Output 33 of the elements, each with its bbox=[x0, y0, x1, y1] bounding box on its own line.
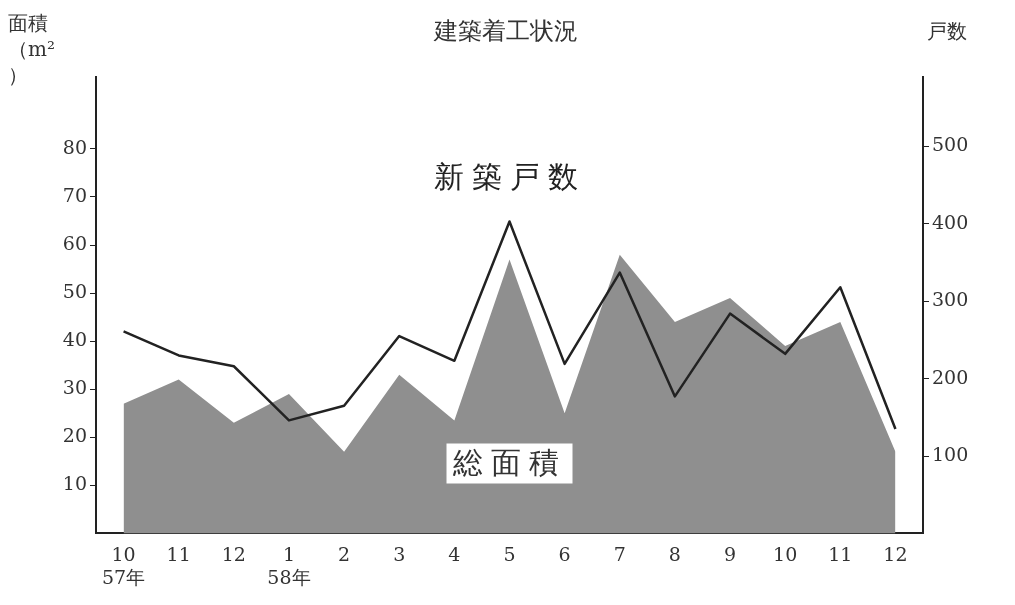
y-tick-label: 50 bbox=[62, 280, 87, 303]
y-tick-label: 70 bbox=[62, 183, 87, 206]
y2-tick-label: 400 bbox=[932, 210, 969, 233]
y-tick-label: 30 bbox=[62, 376, 87, 399]
x-tick-label: 6 bbox=[558, 542, 571, 565]
x-tick-label: 12 bbox=[221, 542, 246, 565]
x-tick-label: 4 bbox=[448, 542, 461, 565]
series-label: 新築戸数 bbox=[433, 158, 586, 194]
x-tick-label: 10 57年 bbox=[101, 542, 146, 588]
y2-tick-label: 100 bbox=[932, 442, 969, 465]
y-axis-title: 面積（m²） bbox=[8, 11, 55, 87]
x-tick-label: 5 bbox=[503, 542, 516, 565]
y2-tick-label: 200 bbox=[932, 365, 969, 388]
y2-axis-title: 戸数 bbox=[927, 19, 967, 43]
y-tick-label: 40 bbox=[62, 328, 87, 351]
x-tick-label: 8 bbox=[668, 542, 681, 565]
y-tick-label: 10 bbox=[62, 472, 87, 495]
x-tick-label: 1 58年 bbox=[267, 542, 311, 588]
x-tick-label: 2 bbox=[338, 542, 351, 565]
x-tick-label: 10 bbox=[773, 542, 798, 565]
y-tick-label: 60 bbox=[62, 231, 87, 254]
y2-tick-label: 300 bbox=[932, 288, 969, 311]
x-tick-label: 7 bbox=[613, 542, 626, 565]
y2-tick-label: 500 bbox=[932, 133, 969, 156]
x-tick-label: 12 bbox=[883, 542, 908, 565]
y-tick-label: 20 bbox=[62, 424, 87, 447]
chart-title: 建築着工状況 bbox=[432, 16, 578, 45]
x-tick-label: 3 bbox=[393, 542, 406, 565]
x-tick-label: 9 bbox=[723, 542, 737, 565]
x-tick-label: 11 bbox=[166, 542, 191, 565]
x-tick-label: 11 bbox=[828, 542, 853, 565]
series-label: 総面積 bbox=[451, 445, 567, 481]
y-tick-label: 80 bbox=[62, 135, 87, 158]
